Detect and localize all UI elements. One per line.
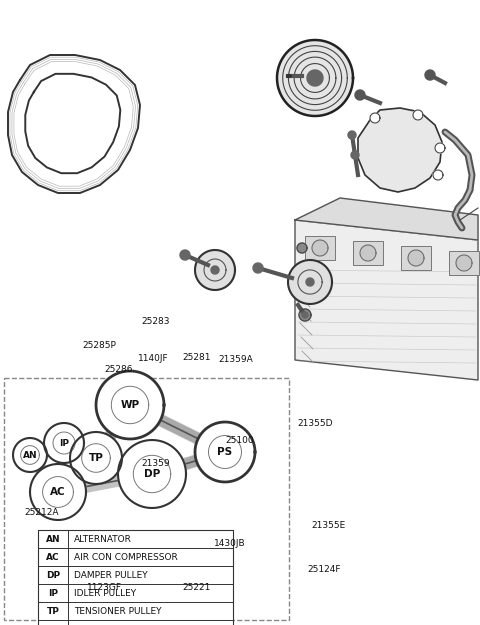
- Text: PS: PS: [217, 447, 233, 457]
- Text: 25281: 25281: [182, 353, 211, 362]
- Text: 25221: 25221: [182, 583, 211, 592]
- Text: ALTERNATOR: ALTERNATOR: [74, 534, 132, 544]
- Polygon shape: [307, 70, 323, 86]
- Text: TENSIONER PULLEY: TENSIONER PULLEY: [74, 606, 161, 616]
- Text: AC: AC: [50, 487, 66, 497]
- Bar: [305, 236, 335, 260]
- Polygon shape: [435, 143, 445, 153]
- Text: TP: TP: [89, 453, 103, 463]
- Polygon shape: [370, 113, 380, 123]
- Polygon shape: [195, 250, 235, 290]
- Text: 25286: 25286: [105, 366, 133, 374]
- Polygon shape: [348, 131, 356, 139]
- Polygon shape: [351, 151, 359, 159]
- Polygon shape: [30, 464, 86, 520]
- Polygon shape: [13, 438, 47, 472]
- Polygon shape: [297, 243, 307, 253]
- Text: AN: AN: [23, 451, 37, 459]
- Polygon shape: [211, 266, 219, 274]
- Text: 21359: 21359: [142, 459, 170, 468]
- Bar: [449, 251, 479, 275]
- Bar: [4, 378, 289, 620]
- Polygon shape: [180, 250, 190, 260]
- Polygon shape: [355, 90, 365, 100]
- Polygon shape: [408, 250, 424, 266]
- Polygon shape: [70, 432, 122, 484]
- Text: 21355D: 21355D: [298, 419, 333, 428]
- Polygon shape: [44, 423, 84, 463]
- Text: 21355E: 21355E: [311, 521, 345, 529]
- Polygon shape: [302, 312, 308, 318]
- Polygon shape: [299, 309, 311, 321]
- Bar: [401, 246, 431, 270]
- Polygon shape: [360, 245, 376, 261]
- Text: 25285P: 25285P: [83, 341, 117, 350]
- Text: DAMPER PULLEY: DAMPER PULLEY: [74, 571, 148, 579]
- Polygon shape: [295, 198, 478, 240]
- Polygon shape: [358, 108, 442, 192]
- Text: AIR CON COMPRESSOR: AIR CON COMPRESSOR: [74, 552, 178, 561]
- Polygon shape: [118, 440, 186, 508]
- Text: 1123GF: 1123GF: [87, 583, 122, 592]
- Polygon shape: [96, 371, 164, 439]
- Text: AC: AC: [46, 552, 60, 561]
- Polygon shape: [413, 110, 423, 120]
- Polygon shape: [288, 260, 332, 304]
- Polygon shape: [456, 255, 472, 271]
- Polygon shape: [195, 422, 255, 482]
- Polygon shape: [306, 278, 314, 286]
- Text: 1430JB: 1430JB: [214, 539, 245, 548]
- Text: IP: IP: [59, 439, 69, 448]
- Text: 25212A: 25212A: [24, 508, 59, 517]
- Polygon shape: [253, 263, 263, 273]
- Text: 21359A: 21359A: [218, 355, 253, 364]
- Text: 1140JF: 1140JF: [138, 354, 169, 363]
- Polygon shape: [312, 240, 328, 256]
- Text: WP: WP: [120, 400, 140, 410]
- Text: IDLER PULLEY: IDLER PULLEY: [74, 589, 136, 598]
- Bar: [353, 241, 383, 265]
- Text: 25124F: 25124F: [307, 566, 341, 574]
- Text: 25100: 25100: [226, 436, 254, 445]
- Text: DP: DP: [144, 469, 160, 479]
- Bar: [38, 530, 233, 625]
- Polygon shape: [425, 70, 435, 80]
- Text: TP: TP: [47, 606, 60, 616]
- Polygon shape: [433, 170, 443, 180]
- Text: AN: AN: [46, 534, 60, 544]
- Polygon shape: [295, 220, 478, 380]
- Text: DP: DP: [46, 571, 60, 579]
- Text: 25283: 25283: [142, 318, 170, 326]
- Text: IP: IP: [48, 589, 58, 598]
- Polygon shape: [277, 40, 353, 116]
